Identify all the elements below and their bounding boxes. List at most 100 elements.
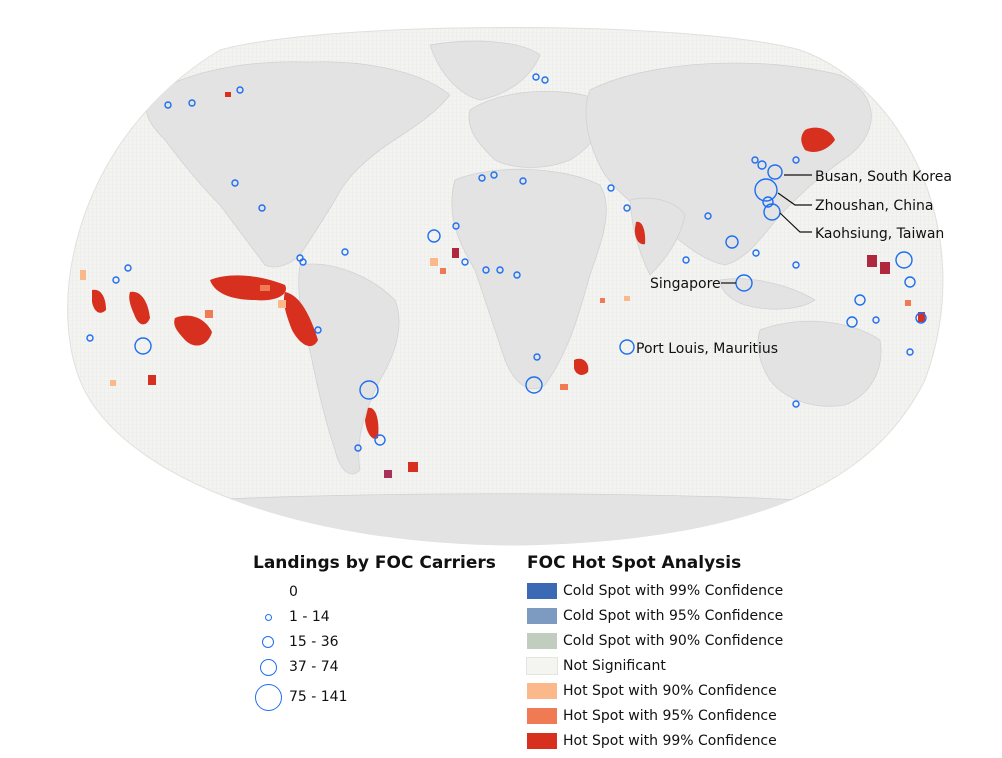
hotspot-patch [801, 127, 835, 152]
size-class-1: 1 - 14 [253, 605, 330, 629]
port-circle [258, 204, 266, 212]
hotspot-patch [365, 407, 379, 439]
port-circle [513, 271, 521, 279]
port-circle [452, 222, 460, 230]
port-circle [359, 380, 379, 400]
port-circle [86, 334, 94, 342]
hotspot-legend: FOC Hot Spot Analysis Cold Spot with 99%… [526, 553, 857, 753]
hotspot-class-4: Hot Spot with 90% Confidence [527, 680, 777, 702]
port-circle [915, 312, 927, 324]
label-port-louis: Port Louis, Mauritius [636, 341, 778, 357]
size-class-label: 1 - 14 [289, 609, 330, 625]
size-class-label: 75 - 141 [289, 689, 348, 705]
hotspot-patch [80, 270, 86, 280]
size-symbol [253, 683, 283, 711]
size-class-0: 0 [253, 580, 298, 604]
port-circle [427, 229, 441, 243]
hotspot-class-label: Cold Spot with 99% Confidence [563, 583, 784, 599]
hotspot-patch [624, 296, 630, 301]
port-circle [164, 101, 172, 109]
port-circles [86, 73, 927, 452]
size-class-3: 37 - 74 [253, 655, 339, 679]
size-class-label: 15 - 36 [289, 634, 339, 650]
land-masses [129, 40, 882, 545]
hotspot-patch [283, 292, 318, 347]
port-circle [895, 251, 913, 269]
port-circle [754, 178, 778, 202]
hotspot-swatch [527, 633, 557, 649]
australia [757, 320, 882, 407]
port-circle [854, 294, 866, 306]
south-america [298, 263, 400, 475]
port-circle [762, 196, 774, 208]
hotspot-swatch [527, 683, 557, 699]
india [629, 197, 686, 276]
port-circle [619, 339, 635, 355]
hotspot-class-label: Not Significant [563, 658, 666, 674]
port-circle [533, 353, 541, 361]
port-circle [682, 256, 690, 264]
port-circle [354, 444, 362, 452]
hotspot-class-6: Hot Spot with 99% Confidence [527, 730, 777, 752]
port-circle [188, 99, 196, 107]
port-circle [461, 258, 469, 266]
port-circle [846, 316, 858, 328]
north-america [145, 61, 451, 268]
hotspot-patch [225, 92, 231, 97]
port-circle [623, 204, 631, 212]
hotspot-class-label: Hot Spot with 90% Confidence [563, 683, 777, 699]
port-circle [704, 212, 712, 220]
size-class-2: 15 - 36 [253, 630, 339, 654]
hotspot-patch [408, 462, 418, 472]
hotspot-patch [880, 262, 890, 274]
hotspot-patch [440, 268, 446, 274]
hotspot-class-0: Cold Spot with 99% Confidence [527, 580, 783, 602]
leader-line [779, 212, 812, 233]
size-symbol [253, 613, 283, 621]
hotspot-swatch [526, 657, 558, 675]
greenland [429, 40, 541, 101]
hotspot-patch [260, 285, 270, 291]
size-symbol [253, 636, 283, 648]
hotspot-patch [205, 310, 213, 318]
hotspot-class-2: Cold Spot with 90% Confidence [527, 630, 783, 652]
port-circle [299, 258, 307, 266]
label-kaohsiung: Kaohsiung, Taiwan [815, 226, 944, 242]
leader-line [777, 192, 812, 206]
port-circle [906, 348, 914, 356]
hotspot-patch [148, 375, 156, 385]
hotspot-swatch [527, 733, 557, 749]
hotspot-patch [574, 358, 589, 375]
hotspot-class-3: Not Significant [526, 655, 666, 677]
hotspot-patch [600, 298, 605, 303]
port-circle [792, 156, 800, 164]
port-circle [525, 376, 543, 394]
hotspot-patch [92, 289, 106, 313]
port-circle [124, 264, 132, 272]
port-circle [792, 261, 800, 269]
port-circle [231, 179, 239, 187]
size-symbol [253, 658, 283, 676]
port-circle [482, 266, 490, 274]
port-circle [341, 248, 349, 256]
port-circle [757, 160, 767, 170]
size-legend-title: Landings by FOC Carriers [253, 553, 496, 573]
port-circle [496, 266, 504, 274]
hotspot-legend-title: FOC Hot Spot Analysis [527, 553, 742, 573]
hotspot-class-5: Hot Spot with 95% Confidence [527, 705, 777, 727]
port-circle [112, 276, 120, 284]
port-circle [374, 434, 386, 446]
port-circle [134, 337, 152, 355]
hotspot-patch [278, 300, 286, 308]
port-circle [725, 235, 739, 249]
hotspot-swatch [527, 708, 557, 724]
port-circle [607, 184, 615, 192]
hotspot-class-label: Cold Spot with 90% Confidence [563, 633, 784, 649]
port-circle [478, 174, 486, 182]
port-circle [872, 316, 880, 324]
port-circle [541, 76, 549, 84]
label-singapore: Singapore [650, 276, 721, 292]
hotspot-patch [110, 380, 116, 386]
hotspot-patch [210, 275, 286, 301]
port-circle [904, 276, 916, 288]
